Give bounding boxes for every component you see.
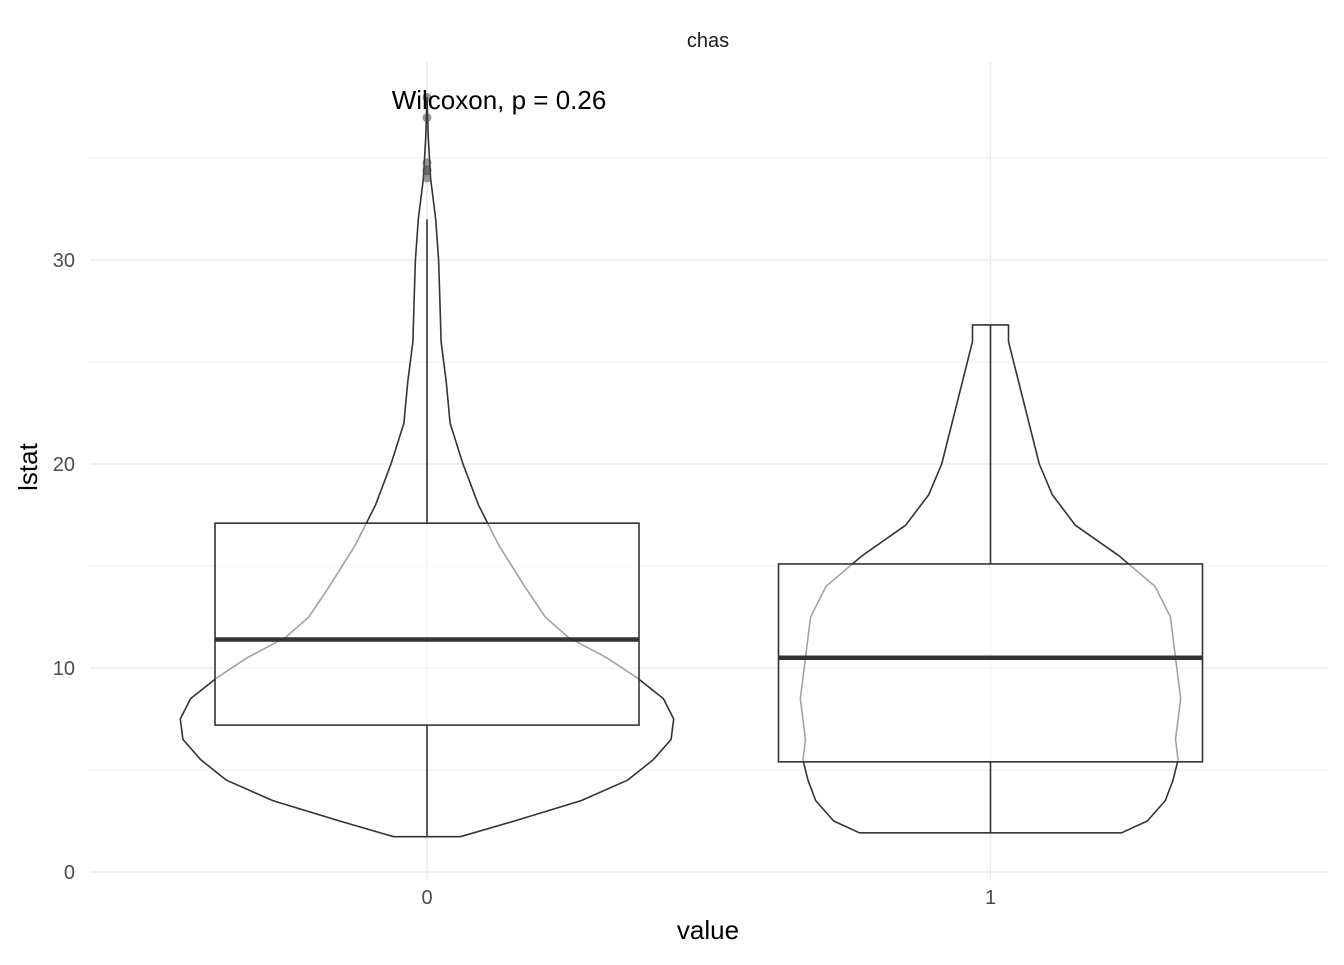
outlier-point [422,173,432,183]
y-tick-label: 20 [53,454,75,476]
outlier-layer [422,92,432,183]
tick-label-layer: 0 10 20 30 0 1 [53,250,996,909]
facet-strip-label: chas [687,30,729,52]
y-axis-title: lstat [13,442,43,490]
outlier-point [422,113,432,123]
x-tick-label: 1 [985,887,996,909]
outlier-point [422,166,432,176]
y-tick-label: 10 [53,658,75,680]
outlier-point [422,158,432,168]
y-tick-label: 0 [64,862,75,884]
outlier-point [422,92,432,102]
box-0 [214,522,640,726]
box-layer [214,219,1204,837]
wilcoxon-annotation: Wilcoxon, p = 0.26 [392,85,607,115]
x-tick-label: 0 [421,887,432,909]
y-tick-label: 30 [53,250,75,272]
x-axis-title: value [677,915,739,945]
box-1 [777,563,1204,763]
